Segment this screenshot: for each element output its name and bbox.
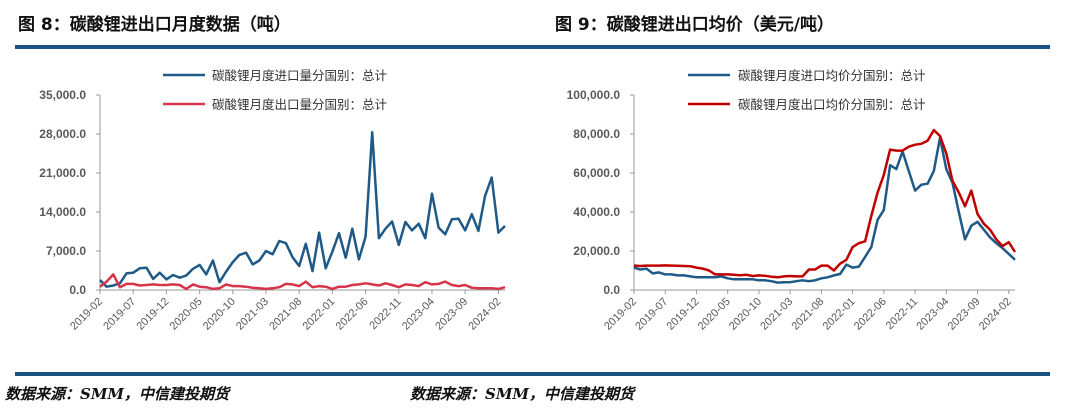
x-tick-label: 2019-12: [134, 296, 171, 333]
x-tick-label: 2024-02: [466, 296, 503, 333]
y-tick-label: 20,000.0: [573, 244, 620, 258]
top-divider: [15, 45, 1050, 49]
x-tick-label: 2020-05: [168, 296, 205, 333]
y-tick-label: 35,000.0: [39, 88, 86, 102]
x-tick-label: 2020-05: [696, 296, 733, 333]
series-line-import: [99, 131, 506, 288]
figure-8-title: 图 8：碳酸锂进出口月度数据（吨）: [18, 15, 291, 35]
figure-9-title: 图 9：碳酸锂进出口均价（美元/吨）: [555, 15, 834, 35]
legend-label: 碳酸锂月度出口均价分国别：总计: [738, 97, 926, 112]
x-tick-label: 2019-02: [68, 296, 105, 333]
x-tick-label: 2022-01: [821, 296, 858, 333]
series-line-import: [633, 136, 1016, 284]
x-tick-label: 2019-02: [602, 296, 639, 333]
y-tick-label: 100,000.0: [567, 88, 621, 102]
y-tick-label: 60,000.0: [573, 166, 620, 180]
x-tick-label: 2019-07: [633, 296, 670, 333]
y-tick-label: 0.0: [603, 283, 620, 297]
x-tick-label: 2021-08: [789, 296, 826, 333]
x-tick-label: 2021-03: [234, 296, 271, 333]
legend-label: 碳酸锂月度进口均价分国别：总计: [738, 68, 926, 83]
x-tick-label: 2023-09: [946, 296, 983, 333]
y-tick-label: 40,000.0: [573, 205, 620, 219]
y-tick-label: 7,000.0: [46, 244, 86, 258]
x-tick-label: 2022-01: [300, 296, 337, 333]
figure-8-source: 数据来源：SMM，中信建投期货: [5, 385, 230, 403]
x-tick-label: 2022-11: [884, 296, 920, 332]
x-tick-label: 2022-06: [334, 296, 371, 333]
x-tick-label: 2024-02: [977, 296, 1014, 333]
x-tick-label: 2022-11: [367, 296, 403, 332]
y-tick-label: 28,000.0: [39, 127, 86, 141]
x-tick-label: 2019-12: [665, 296, 702, 333]
bottom-divider: [15, 372, 1050, 376]
x-tick-label: 2019-07: [101, 296, 138, 333]
y-tick-label: 80,000.0: [573, 127, 620, 141]
y-tick-label: 0.0: [69, 283, 86, 297]
legend-label: 碳酸锂月度出口量分国别：总计: [212, 97, 387, 112]
x-tick-label: 2020-10: [727, 296, 764, 333]
y-tick-label: 21,000.0: [39, 166, 86, 180]
figure-9-source: 数据来源：SMM，中信建投期货: [410, 385, 635, 403]
x-tick-label: 2021-08: [267, 296, 304, 333]
series-line-export: [633, 128, 1017, 279]
x-tick-label: 2023-04: [914, 296, 951, 333]
legend-label: 碳酸锂月度进口量分国别：总计: [212, 68, 387, 83]
series-line-export: [99, 273, 506, 291]
y-tick-label: 14,000.0: [39, 205, 86, 219]
x-tick-label: 2023-04: [400, 296, 437, 333]
x-tick-label: 2023-09: [433, 296, 470, 333]
x-tick-label: 2020-10: [201, 296, 238, 333]
x-tick-label: 2021-03: [758, 296, 795, 333]
x-tick-label: 2022-06: [852, 296, 889, 333]
